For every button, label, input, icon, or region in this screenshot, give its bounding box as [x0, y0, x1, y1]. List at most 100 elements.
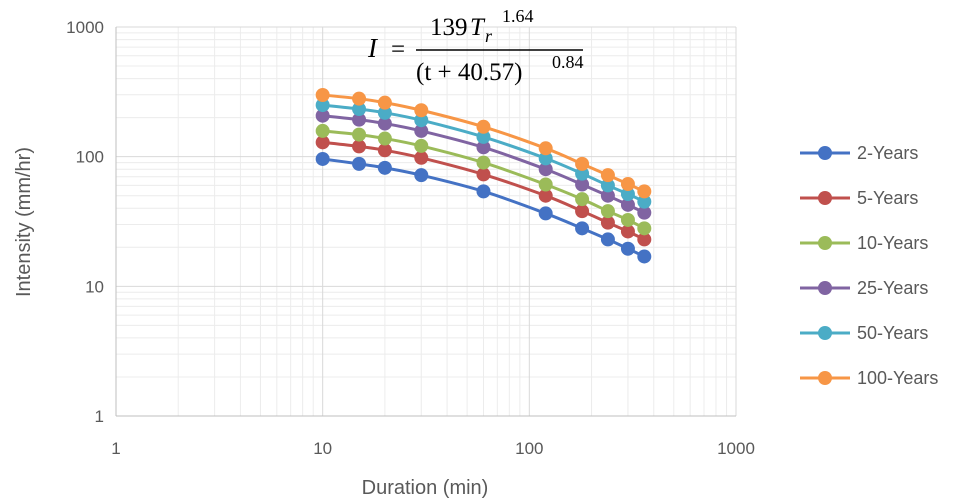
- y-axis-title: Intensity (mm/hr): [13, 147, 35, 297]
- series-line-100-years: [322, 93, 645, 193]
- data-point-100-years: [377, 95, 392, 110]
- legend-label: 100-Years: [857, 368, 938, 388]
- legend-marker: [818, 236, 832, 250]
- data-point-5-years: [377, 143, 392, 158]
- data-point-25-years: [315, 108, 330, 123]
- data-point-25-years: [414, 123, 429, 138]
- equation-lhs: I: [367, 33, 379, 63]
- data-point-10-years: [620, 212, 635, 227]
- series-line-10-years: [322, 129, 645, 230]
- equation-equals: =: [391, 36, 405, 63]
- data-point-5-years: [620, 224, 635, 239]
- legend-marker: [818, 281, 832, 295]
- x-tick-label: 1000: [717, 439, 755, 458]
- data-point-25-years: [620, 197, 635, 212]
- x-tick-label: 10: [313, 439, 332, 458]
- data-point-50-years: [600, 178, 615, 193]
- data-point-50-years: [538, 151, 553, 166]
- data-point-5-years: [600, 215, 615, 230]
- data-point-50-years: [620, 187, 635, 202]
- data-point-25-years: [637, 205, 652, 220]
- equation-numerator: 139: [430, 14, 468, 41]
- data-point-2-years: [637, 249, 652, 264]
- legend-marker: [818, 146, 832, 160]
- y-tick-label: 1000: [66, 18, 104, 37]
- data-point-50-years: [575, 166, 590, 181]
- series-line-5-years: [322, 140, 645, 241]
- data-point-100-years: [575, 156, 590, 171]
- idf-equation: I = 139 T r 1.64 (t + 40.57) 0.84: [367, 6, 584, 86]
- data-point-10-years: [538, 177, 553, 192]
- legend: 2-Years 5-Years 10-Years 25-Years 50-Years 10…: [800, 143, 938, 388]
- data-point-5-years: [575, 204, 590, 219]
- data-point-25-years: [476, 140, 491, 155]
- data-point-50-years: [377, 105, 392, 120]
- data-point-25-years: [600, 188, 615, 203]
- data-point-10-years: [315, 123, 330, 138]
- data-point-100-years: [600, 168, 615, 183]
- data-point-2-years: [414, 168, 429, 183]
- equation-numerator-var: T: [470, 14, 486, 41]
- legend-label: 2-Years: [857, 143, 918, 163]
- legend-marker: [818, 191, 832, 205]
- data-point-10-years: [414, 138, 429, 153]
- legend-label: 10-Years: [857, 233, 928, 253]
- legend-marker: [818, 326, 832, 340]
- data-point-2-years: [476, 184, 491, 199]
- data-point-50-years: [414, 113, 429, 128]
- data-point-25-years: [575, 177, 590, 192]
- series-line-50-years: [322, 103, 645, 203]
- y-tick-label: 1: [95, 407, 104, 426]
- equation-denominator-exp: 0.84: [552, 52, 584, 72]
- data-point-10-years: [600, 204, 615, 219]
- data-point-2-years: [377, 160, 392, 175]
- data-point-25-years: [352, 112, 367, 127]
- data-point-50-years: [637, 194, 652, 209]
- x-tick-labels: 1 10 100 1000: [111, 439, 755, 458]
- legend-label: 50-Years: [857, 323, 928, 343]
- data-point-100-years: [352, 91, 367, 106]
- data-point-5-years: [637, 232, 652, 247]
- data-point-25-years: [538, 162, 553, 177]
- x-tick-label: 1: [111, 439, 120, 458]
- data-point-5-years: [538, 188, 553, 203]
- equation-numerator-sub: r: [485, 26, 493, 46]
- data-point-50-years: [315, 98, 330, 113]
- data-point-100-years: [315, 87, 330, 102]
- data-point-50-years: [352, 102, 367, 117]
- x-axis-title: Duration (min): [362, 477, 489, 499]
- minor-gridlines: [116, 27, 736, 416]
- legend-label: 25-Years: [857, 278, 928, 298]
- data-point-10-years: [575, 192, 590, 207]
- plot-axes: [115, 27, 736, 417]
- series-lines: [322, 93, 645, 258]
- y-tick-label: 100: [76, 148, 104, 167]
- data-point-100-years: [476, 119, 491, 134]
- data-point-10-years: [352, 127, 367, 142]
- data-point-2-years: [600, 232, 615, 247]
- equation-denominator: (t + 40.57): [416, 59, 522, 86]
- equation-numerator-exp: 1.64: [502, 6, 534, 26]
- data-point-50-years: [476, 129, 491, 144]
- data-point-5-years: [476, 167, 491, 182]
- data-point-2-years: [575, 221, 590, 236]
- data-point-100-years: [414, 103, 429, 118]
- data-point-10-years: [637, 221, 652, 236]
- y-tick-labels: 1 10 100 1000: [66, 18, 104, 426]
- data-point-2-years: [352, 156, 367, 171]
- data-point-100-years: [538, 141, 553, 156]
- data-point-2-years: [620, 241, 635, 256]
- series-line-25-years: [322, 114, 645, 215]
- data-point-10-years: [476, 155, 491, 170]
- data-point-100-years: [620, 177, 635, 192]
- data-point-10-years: [377, 131, 392, 146]
- y-tick-label: 10: [85, 277, 104, 296]
- data-point-5-years: [315, 135, 330, 150]
- data-point-2-years: [315, 151, 330, 166]
- x-tick-label: 100: [515, 439, 543, 458]
- legend-marker: [818, 371, 832, 385]
- data-point-100-years: [637, 184, 652, 199]
- data-point-2-years: [538, 206, 553, 221]
- data-point-5-years: [414, 150, 429, 165]
